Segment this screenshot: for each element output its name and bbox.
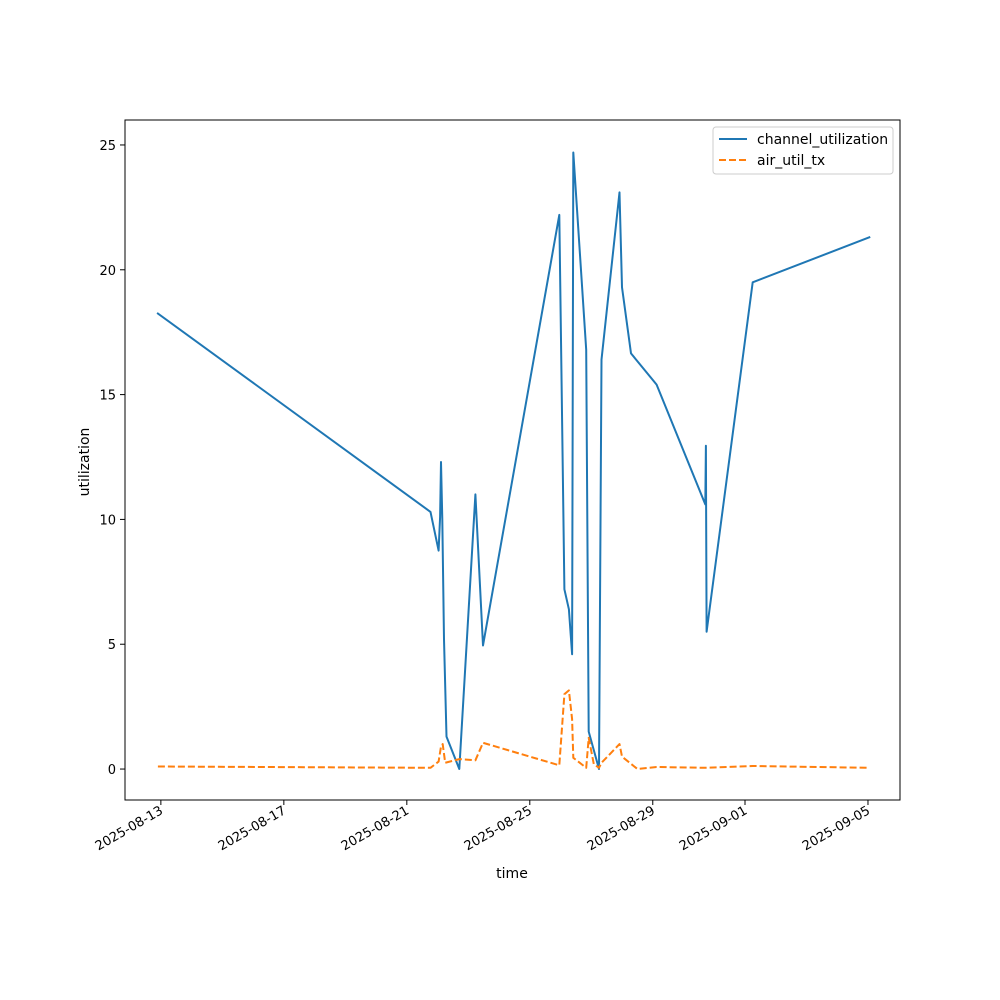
plot-frame <box>124 119 901 801</box>
y-tick-label: 25 <box>99 139 116 154</box>
y-axis: 0 5 10 15 20 25 <box>99 139 125 778</box>
series-line-air-util-tx <box>157 689 870 770</box>
y-tick-label: 10 <box>99 513 116 528</box>
legend-box <box>712 126 894 175</box>
legend-label: air_util_tx <box>757 153 825 169</box>
y-tick-label: 20 <box>99 264 116 279</box>
legend-label: channel_utilization <box>757 132 888 148</box>
legend: channel_utilization air_util_tx <box>712 126 894 175</box>
y-tick-label: 15 <box>99 389 116 404</box>
y-tick-label: 0 <box>108 763 116 778</box>
series-layer <box>156 151 871 770</box>
x-axis-label: time <box>496 866 528 882</box>
series-line-channel-utilization <box>156 151 871 770</box>
y-axis-label: utilization <box>77 428 93 497</box>
y-tick-label: 5 <box>108 638 116 653</box>
